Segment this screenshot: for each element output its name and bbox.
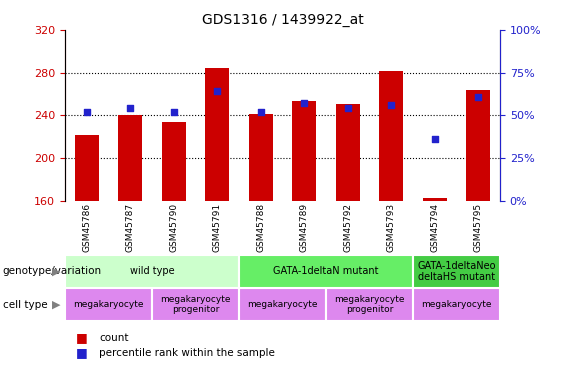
Text: GSM45786: GSM45786 bbox=[82, 203, 91, 252]
Text: megakaryocyte
progenitor: megakaryocyte progenitor bbox=[334, 295, 405, 314]
Bar bbox=[205, 68, 229, 201]
Bar bbox=[379, 70, 403, 201]
Bar bbox=[413, 288, 500, 321]
Text: GSM45792: GSM45792 bbox=[344, 203, 352, 252]
Bar bbox=[249, 114, 273, 201]
Bar bbox=[118, 116, 142, 201]
Text: count: count bbox=[99, 333, 128, 343]
Bar bbox=[423, 198, 447, 201]
Point bbox=[125, 105, 134, 111]
Bar bbox=[75, 135, 99, 201]
Bar bbox=[466, 90, 490, 201]
Text: GATA-1deltaN mutant: GATA-1deltaN mutant bbox=[273, 267, 379, 276]
Point bbox=[299, 100, 308, 106]
Bar bbox=[292, 102, 316, 201]
Bar bbox=[239, 255, 413, 288]
Bar bbox=[65, 255, 239, 288]
Text: GATA-1deltaNeo
deltaHS mutant: GATA-1deltaNeo deltaHS mutant bbox=[418, 261, 496, 282]
Point bbox=[430, 136, 439, 142]
Text: megakaryocyte: megakaryocyte bbox=[421, 300, 492, 309]
Bar bbox=[326, 288, 413, 321]
Point bbox=[386, 102, 396, 108]
Text: GDS1316 / 1439922_at: GDS1316 / 1439922_at bbox=[202, 13, 363, 27]
Text: megakaryocyte
progenitor: megakaryocyte progenitor bbox=[160, 295, 231, 314]
Text: ▶: ▶ bbox=[52, 267, 61, 276]
Text: genotype/variation: genotype/variation bbox=[3, 267, 102, 276]
Text: megakaryocyte: megakaryocyte bbox=[247, 300, 318, 309]
Bar bbox=[413, 255, 500, 288]
Bar bbox=[65, 288, 152, 321]
Text: GSM45789: GSM45789 bbox=[300, 203, 308, 252]
Bar bbox=[239, 288, 326, 321]
Point bbox=[169, 109, 178, 115]
Text: ▶: ▶ bbox=[52, 300, 61, 309]
Bar bbox=[152, 288, 239, 321]
Text: GSM45788: GSM45788 bbox=[257, 203, 265, 252]
Point bbox=[212, 88, 221, 94]
Text: GSM45795: GSM45795 bbox=[474, 203, 483, 252]
Text: wild type: wild type bbox=[130, 267, 174, 276]
Text: GSM45793: GSM45793 bbox=[387, 203, 396, 252]
Text: percentile rank within the sample: percentile rank within the sample bbox=[99, 348, 275, 358]
Bar bbox=[162, 122, 186, 201]
Text: megakaryocyte: megakaryocyte bbox=[73, 300, 144, 309]
Text: cell type: cell type bbox=[3, 300, 47, 309]
Point bbox=[343, 105, 352, 111]
Point bbox=[82, 109, 92, 115]
Text: ■: ■ bbox=[76, 332, 88, 344]
Text: GSM45790: GSM45790 bbox=[170, 203, 178, 252]
Point bbox=[473, 93, 483, 99]
Text: ■: ■ bbox=[76, 346, 88, 359]
Point bbox=[256, 109, 265, 115]
Bar bbox=[336, 104, 360, 201]
Text: GSM45787: GSM45787 bbox=[126, 203, 134, 252]
Text: GSM45794: GSM45794 bbox=[431, 203, 439, 252]
Text: GSM45791: GSM45791 bbox=[213, 203, 221, 252]
